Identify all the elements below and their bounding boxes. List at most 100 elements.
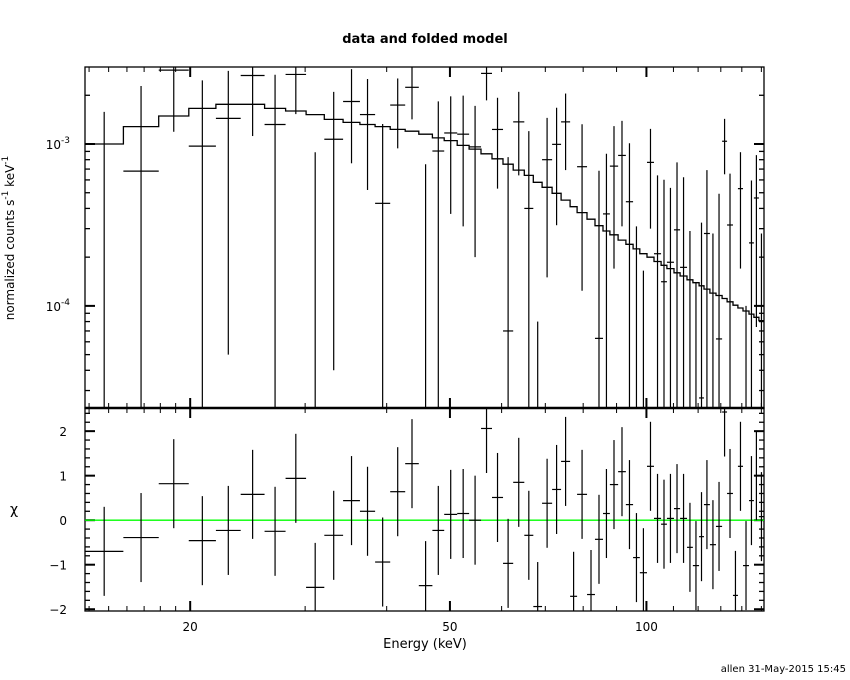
y-tick-label: 10-4 [46,298,71,314]
y-tick-label: 10-3 [46,136,70,152]
residual-point [673,464,681,554]
residual-point [264,486,286,576]
chi-axis-label: χ [10,502,18,518]
data-point [653,175,662,408]
residual-point [727,448,733,538]
x-tick-label: 20 [183,620,198,634]
residual-point [533,562,543,611]
data-point [481,67,493,101]
ylabel-part: keV [3,164,17,191]
chi-tick-label: 0 [59,514,67,528]
residual-point [285,433,307,523]
data-point [727,173,733,408]
residual-point [587,550,595,611]
y-tick-base: 10 [46,138,61,152]
bottom-frame [84,407,765,612]
data-point [625,143,634,408]
residual-point [503,518,514,608]
data-point [240,67,265,137]
residual-point [715,481,723,571]
data-point [405,67,419,120]
residual-point [692,521,700,611]
residual-point [306,542,325,611]
data-point [123,86,159,408]
residual-point [552,444,562,534]
residual-point [123,493,159,583]
data-point [444,96,458,214]
residual-point [749,456,754,546]
data-point [432,101,445,408]
residual-point [188,496,216,586]
residual-point [469,475,482,565]
y-tick-exponent: -4 [61,298,70,308]
model-step-line [85,103,764,322]
chart-title: data and folded model [342,32,508,47]
residual-point [666,473,674,563]
residual-point [699,492,704,582]
residual-point [687,502,693,592]
data-point [749,180,754,408]
top-panel: 10-310-4 [46,66,765,611]
residual-point [240,449,265,539]
data-point [188,80,216,408]
data-point [215,70,241,355]
data-point [469,105,482,258]
residual-point [758,472,764,562]
data-point [542,117,553,278]
chi-tick-label: 2 [59,425,67,439]
residual-point [418,541,433,611]
residual-point [743,521,750,611]
ylabel-exp: -1 [1,191,11,200]
residual-point [661,479,667,569]
data-point [390,78,406,149]
data-point [285,67,307,115]
data-point [661,179,667,408]
data-point [158,67,189,132]
residual-point [492,452,504,542]
data-point [503,157,514,408]
chi-tick-label: −1 [49,559,67,573]
data-point [492,97,504,189]
data-point [359,79,376,190]
data-point [524,131,534,408]
data-point [666,187,674,408]
residual-point [639,528,647,611]
residual-point [561,416,571,506]
residual-point [375,517,391,607]
x-tick-label: 50 [442,620,457,634]
residual-point [524,490,534,580]
residual-point [570,551,578,611]
residual-point [680,473,688,563]
data-point [722,118,728,175]
data-point [618,120,626,227]
residual-point [653,473,662,563]
residual-point [609,440,619,530]
ylabel-exp: -1 [1,156,11,165]
data-point [577,124,588,291]
residual-point [432,485,445,575]
y-tick-exponent: -3 [61,136,70,146]
data-point [703,170,710,408]
data-point [609,126,619,269]
data-point [753,155,759,328]
residual-point [737,421,744,511]
residual-point [85,506,124,596]
residual-point [405,419,419,509]
x-axis-label: Energy (keV) [383,637,467,652]
residual-point [542,458,553,548]
residual-point [457,468,470,559]
residual-point [646,421,654,511]
ylabel-part: normalized counts s [3,200,17,321]
residual-point [390,447,406,537]
residual-point [324,490,344,580]
chi-tick-label: −2 [49,603,67,617]
data-point [758,233,764,408]
chi-tick-label: 1 [59,470,67,484]
data-point [673,162,681,408]
footer-timestamp: allen 31-May-2015 15:45 [721,664,846,675]
residual-point [703,460,710,550]
data-point [561,93,571,171]
data-point [699,222,704,408]
